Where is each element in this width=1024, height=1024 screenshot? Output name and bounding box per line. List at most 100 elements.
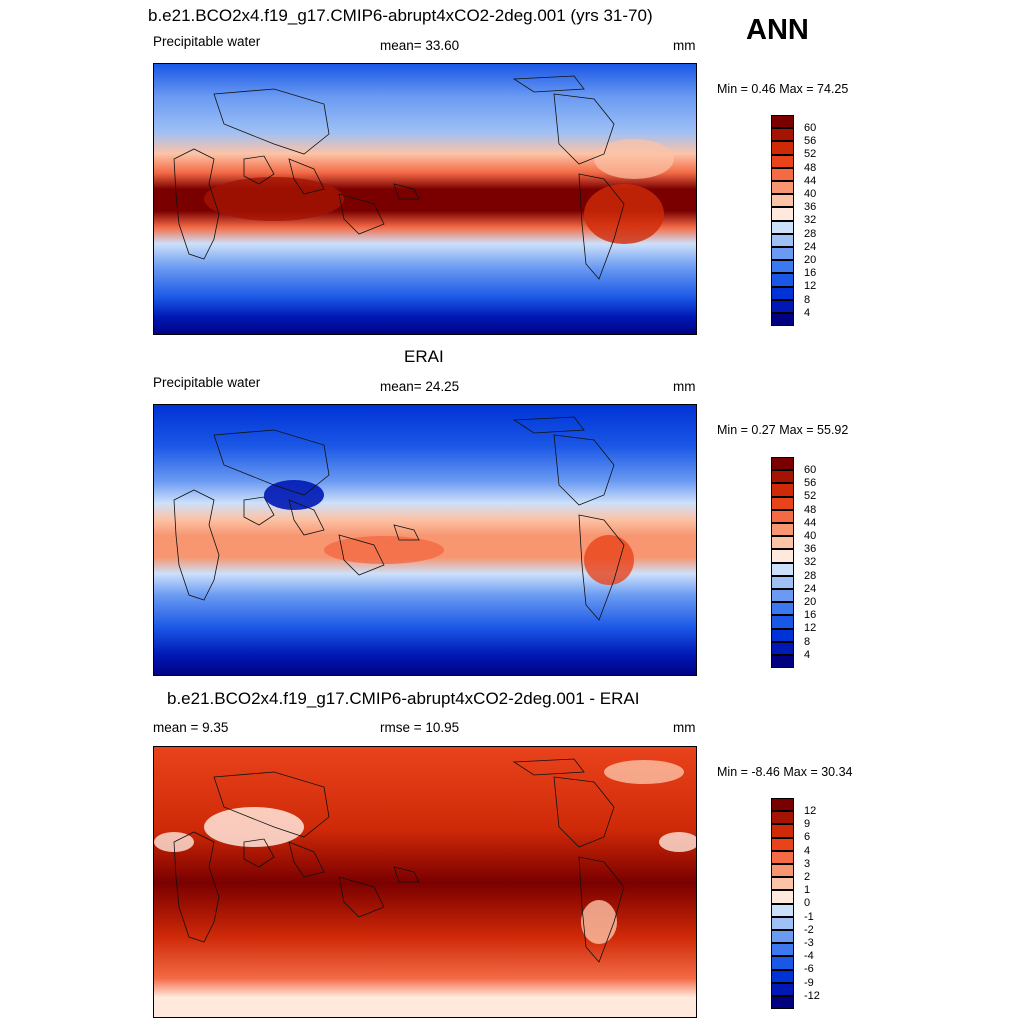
colorbar-label: 16 bbox=[804, 609, 817, 622]
colorbar-swatch bbox=[771, 154, 794, 168]
colorbar-label: 4 bbox=[804, 306, 811, 319]
coastline bbox=[338, 534, 385, 576]
colorbar-label: 4 bbox=[804, 648, 811, 661]
colorbar-swatch bbox=[771, 181, 794, 195]
panel-2-title: ERAI bbox=[404, 347, 444, 366]
coastline bbox=[213, 429, 330, 496]
coastline bbox=[512, 416, 585, 434]
panel-1-title: b.e21.BCO2x4.f19_g17.CMIP6-abrupt4xCO2-2… bbox=[148, 6, 653, 25]
panel-1-variable-label: Precipitable water bbox=[153, 34, 261, 49]
field-region bbox=[204, 807, 304, 847]
field-region bbox=[204, 177, 344, 221]
colorbar-label: 56 bbox=[804, 477, 817, 490]
field-region bbox=[264, 480, 324, 510]
coastline bbox=[338, 193, 385, 235]
coastline bbox=[553, 776, 615, 848]
colorbar-label: 3 bbox=[804, 857, 811, 870]
colorbar-label: 8 bbox=[804, 293, 811, 306]
colorbar-label: -1 bbox=[804, 910, 814, 923]
panel-3-contour-plot bbox=[154, 747, 696, 1017]
coastline bbox=[578, 856, 625, 963]
colorbar-swatch bbox=[771, 575, 794, 589]
colorbar-swatch bbox=[771, 850, 794, 864]
colorbar-swatch bbox=[771, 457, 794, 471]
coastline bbox=[213, 88, 330, 155]
colorbar-swatch bbox=[771, 655, 794, 669]
colorbar-label: 60 bbox=[804, 464, 817, 476]
season-label: ANN bbox=[746, 14, 809, 46]
colorbar-swatch bbox=[771, 837, 794, 851]
coastline bbox=[173, 148, 220, 260]
colorbar-label: 4 bbox=[804, 844, 811, 857]
colorbar-swatch bbox=[771, 128, 794, 142]
coastline bbox=[173, 489, 220, 601]
field-region bbox=[659, 832, 696, 852]
colorbar-label: 28 bbox=[804, 227, 817, 240]
coastline bbox=[578, 514, 625, 621]
coastline bbox=[578, 173, 625, 280]
coastline bbox=[512, 75, 585, 93]
colorbar-label: 12 bbox=[804, 280, 817, 293]
field-region bbox=[324, 536, 444, 564]
field-region bbox=[581, 900, 617, 944]
colorbar-label: 2 bbox=[804, 871, 811, 883]
field-region bbox=[584, 184, 664, 244]
colorbar-swatch bbox=[771, 313, 794, 327]
colorbar-label: 8 bbox=[804, 635, 811, 648]
colorbar-label: 32 bbox=[804, 556, 817, 569]
panel-3-units-label: mm bbox=[673, 720, 696, 735]
panel-1-mean-label: mean= 33.60 bbox=[380, 38, 460, 53]
colorbar-swatch bbox=[771, 496, 794, 510]
colorbar-swatch bbox=[771, 890, 794, 904]
coastline bbox=[173, 831, 220, 943]
colorbar-swatch bbox=[771, 903, 794, 917]
panel-1-units-label: mm bbox=[673, 38, 696, 53]
colorbar-swatch bbox=[771, 956, 794, 970]
colorbar-swatch bbox=[771, 207, 794, 221]
colorbar-swatch bbox=[771, 141, 794, 155]
field-background bbox=[154, 747, 696, 1017]
coastline bbox=[553, 434, 615, 506]
colorbar-swatch bbox=[771, 982, 794, 996]
field-region bbox=[594, 139, 674, 179]
colorbar-label: 40 bbox=[804, 188, 817, 200]
panel-2-variable-label: Precipitable water bbox=[153, 375, 261, 390]
colorbar-label: -9 bbox=[804, 976, 814, 989]
colorbar-swatch bbox=[771, 194, 794, 208]
colorbar-swatch bbox=[771, 562, 794, 576]
panel-2-minmax: Min = 0.27 Max = 55.92 bbox=[717, 423, 849, 437]
panel-2-contour-plot bbox=[154, 405, 696, 675]
colorbar-swatch bbox=[771, 286, 794, 300]
colorbar-label: 6 bbox=[804, 831, 811, 844]
panel-2-units-label: mm bbox=[673, 379, 696, 394]
panel-3-minmax: Min = -8.46 Max = 30.34 bbox=[717, 765, 853, 779]
panel-3-mean-label: mean = 9.35 bbox=[153, 720, 229, 735]
coastline bbox=[393, 183, 420, 200]
colorbar-swatch bbox=[771, 247, 794, 261]
colorbar-swatch bbox=[771, 916, 794, 930]
panel-3-title: b.e21.BCO2x4.f19_g17.CMIP6-abrupt4xCO2-2… bbox=[167, 689, 640, 708]
colorbar-swatch bbox=[771, 864, 794, 878]
colorbar-swatch bbox=[771, 115, 794, 129]
colorbar-label: 0 bbox=[804, 897, 811, 910]
coastline bbox=[553, 93, 615, 165]
coastline bbox=[288, 499, 325, 536]
colorbar-label: 24 bbox=[804, 582, 817, 595]
coastline bbox=[243, 838, 275, 868]
colorbar-swatch bbox=[771, 930, 794, 944]
colorbar-swatch bbox=[771, 470, 794, 484]
panel-2-mean-label: mean= 24.25 bbox=[380, 379, 460, 394]
colorbar-swatch bbox=[771, 641, 794, 655]
coastline bbox=[288, 841, 325, 878]
colorbar-label: -4 bbox=[804, 950, 814, 963]
colorbar-label: 16 bbox=[804, 267, 817, 280]
colorbar-swatch bbox=[771, 483, 794, 497]
field-region bbox=[584, 535, 634, 585]
colorbar-label: 32 bbox=[804, 214, 817, 227]
colorbar-swatch bbox=[771, 589, 794, 603]
colorbar-label: -12 bbox=[804, 989, 820, 1002]
colorbar-swatch bbox=[771, 167, 794, 181]
colorbar-label: 40 bbox=[804, 530, 817, 542]
panel-2-map bbox=[153, 404, 697, 676]
colorbar-swatch bbox=[771, 260, 794, 274]
